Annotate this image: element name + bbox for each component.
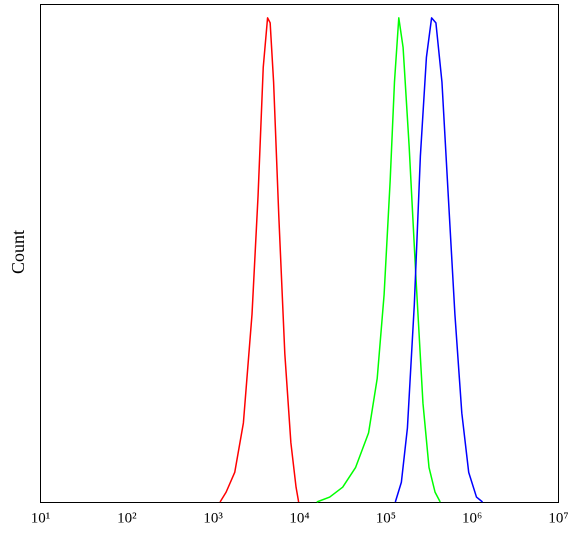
x-tick-label: 10¹	[31, 510, 51, 526]
y-axis-title: Count	[8, 230, 28, 274]
x-tick-label: 10⁷	[548, 510, 568, 526]
x-tick-label: 10⁶	[462, 510, 482, 526]
plot-frame	[40, 4, 559, 503]
histogram-line	[316, 17, 441, 503]
histogram-line	[219, 17, 300, 503]
histogram-line	[394, 17, 484, 503]
x-tick-label: 10⁵	[376, 510, 396, 526]
x-tick-label: 10³	[203, 510, 223, 526]
x-tick-label: 10⁴	[289, 510, 309, 526]
x-tick-label: 10²	[117, 510, 137, 526]
